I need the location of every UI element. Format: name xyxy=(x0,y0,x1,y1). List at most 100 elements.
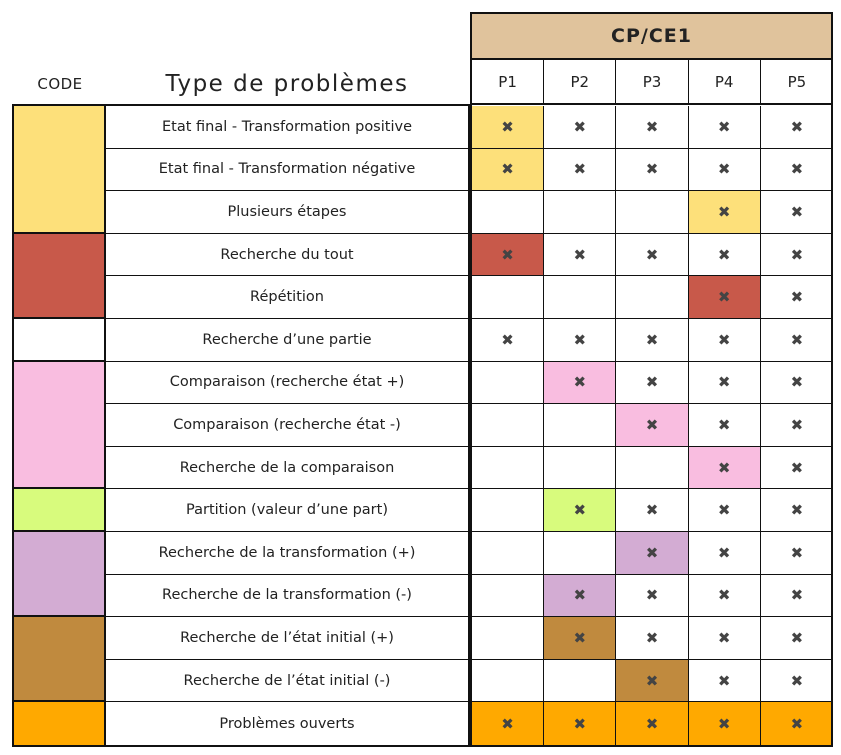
check-mark-icon: ✖ xyxy=(790,288,804,307)
period-cell-p5: ✖ xyxy=(760,404,833,447)
period-cell-p1 xyxy=(472,361,545,405)
period-cell-p4: ✖ xyxy=(688,574,761,618)
check-mark-icon: ✖ xyxy=(645,415,659,434)
check-mark-icon: ✖ xyxy=(790,415,804,434)
problem-type-label: Recherche du tout xyxy=(106,234,468,277)
period-header-p3: P3 xyxy=(616,60,689,104)
period-cell-p4: ✖ xyxy=(688,659,761,703)
check-mark-icon: ✖ xyxy=(573,245,587,264)
check-mark-icon: ✖ xyxy=(790,373,804,392)
period-cell-p5: ✖ xyxy=(760,660,833,703)
check-mark-icon: ✖ xyxy=(573,373,587,392)
period-cell-p4: ✖ xyxy=(688,617,761,660)
period-cell-p5: ✖ xyxy=(760,149,833,192)
period-cell-p3 xyxy=(616,446,689,490)
code-divider xyxy=(104,104,106,747)
check-mark-icon: ✖ xyxy=(717,415,731,434)
check-mark-icon: ✖ xyxy=(573,160,587,179)
period-cell-p4: ✖ xyxy=(688,404,761,447)
check-mark-icon: ✖ xyxy=(790,671,804,690)
problem-type-label: Recherche de la transformation (-) xyxy=(106,575,468,618)
check-mark-icon: ✖ xyxy=(790,202,804,221)
period-cell-p3: ✖ xyxy=(616,532,689,575)
period-cell-p2 xyxy=(544,659,617,703)
period-cell-p2: ✖ xyxy=(544,233,617,277)
period-cell-p2 xyxy=(544,404,617,447)
period-cell-p2: ✖ xyxy=(544,574,617,618)
check-mark-icon: ✖ xyxy=(645,671,659,690)
period-cell-p3: ✖ xyxy=(616,574,689,618)
check-mark-icon: ✖ xyxy=(717,543,731,562)
check-mark-icon: ✖ xyxy=(501,714,514,733)
check-mark-icon: ✖ xyxy=(790,245,804,264)
problem-type-label: Recherche de la comparaison xyxy=(106,447,468,490)
period-cell-p2: ✖ xyxy=(544,106,617,149)
check-mark-icon: ✖ xyxy=(573,586,587,605)
color-code-green xyxy=(14,489,104,532)
check-mark-icon: ✖ xyxy=(573,117,587,136)
period-cell-p5: ✖ xyxy=(760,575,833,618)
check-mark-icon: ✖ xyxy=(717,202,731,221)
period-cell-p1 xyxy=(472,617,545,660)
period-cell-p5: ✖ xyxy=(760,489,833,532)
period-cell-p1 xyxy=(472,532,545,575)
period-cell-p4: ✖ xyxy=(688,276,761,319)
period-cell-p3: ✖ xyxy=(616,659,689,703)
period-cell-p4: ✖ xyxy=(688,446,761,490)
check-mark-icon: ✖ xyxy=(717,586,731,605)
period-cell-p4: ✖ xyxy=(688,148,761,192)
period-cell-p1 xyxy=(472,489,545,532)
color-code-white xyxy=(14,319,104,362)
check-mark-icon: ✖ xyxy=(501,117,514,136)
problem-type-label: Recherche d’une partie xyxy=(106,319,468,362)
color-code-brown xyxy=(14,617,104,703)
check-mark-icon: ✖ xyxy=(717,501,731,520)
period-cell-p5: ✖ xyxy=(760,617,833,660)
check-mark-icon: ✖ xyxy=(645,373,659,392)
check-mark-icon: ✖ xyxy=(790,628,804,647)
check-mark-icon: ✖ xyxy=(645,160,659,179)
period-cell-p1 xyxy=(472,574,545,618)
period-cell-p1 xyxy=(472,446,545,490)
period-cell-p5: ✖ xyxy=(760,319,833,362)
check-mark-icon: ✖ xyxy=(501,330,514,349)
period-cell-p1 xyxy=(472,191,545,234)
problem-type-label: Comparaison (recherche état -) xyxy=(106,404,468,447)
period-cell-p5: ✖ xyxy=(760,234,833,277)
period-cell-p4: ✖ xyxy=(688,532,761,575)
period-cell-p3: ✖ xyxy=(616,702,689,745)
check-mark-icon: ✖ xyxy=(790,330,804,349)
period-cell-p3: ✖ xyxy=(616,489,689,532)
problem-type-label: Répétition xyxy=(106,276,468,319)
period-cell-p3 xyxy=(616,191,689,234)
period-cell-p5: ✖ xyxy=(760,106,833,149)
period-cell-p3 xyxy=(616,276,689,319)
problem-type-label: Recherche de l’état initial (+) xyxy=(106,617,468,660)
period-cell-p5: ✖ xyxy=(760,702,833,745)
check-mark-icon: ✖ xyxy=(645,330,659,349)
period-header-p5: P5 xyxy=(787,73,807,91)
check-mark-icon: ✖ xyxy=(501,160,514,179)
period-cell-p1: ✖ xyxy=(472,148,545,192)
period-cell-p2: ✖ xyxy=(544,361,617,405)
check-mark-icon: ✖ xyxy=(790,458,804,477)
period-cell-p2 xyxy=(544,276,617,319)
period-cell-p4: ✖ xyxy=(688,233,761,277)
check-mark-icon: ✖ xyxy=(717,458,731,477)
check-mark-icon: ✖ xyxy=(790,586,804,605)
problem-type-label: Problèmes ouverts xyxy=(219,715,355,732)
problem-type-label: Recherche de la transformation (+) xyxy=(106,532,468,575)
period-cell-p1: ✖ xyxy=(472,106,545,149)
check-mark-icon: ✖ xyxy=(645,714,659,733)
period-cell-p4: ✖ xyxy=(688,361,761,405)
color-code-red xyxy=(14,233,104,319)
check-mark-icon: ✖ xyxy=(717,245,731,264)
period-cell-p3: ✖ xyxy=(616,148,689,192)
period-cell-p3: ✖ xyxy=(616,233,689,277)
check-mark-icon: ✖ xyxy=(790,117,804,136)
problem-type-label: Plusieurs étapes xyxy=(106,191,468,234)
check-mark-icon: ✖ xyxy=(501,245,514,264)
period-cell-p5: ✖ xyxy=(760,532,833,575)
check-mark-icon: ✖ xyxy=(790,501,804,520)
grade-level-header: CP/CE1 xyxy=(470,12,833,60)
